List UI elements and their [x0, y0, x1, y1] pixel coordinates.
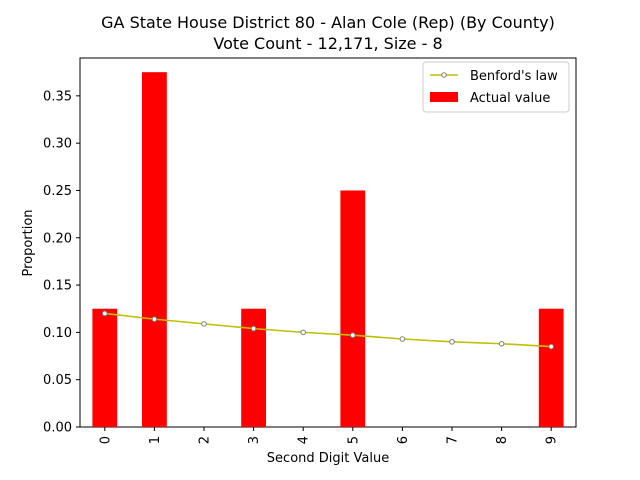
legend-box: [422, 61, 570, 113]
benford-point-4: [300, 329, 307, 336]
chart-title-line2: Vote Count - 12,171, Size - 8: [213, 34, 442, 53]
y-tick-label: 0.10: [43, 326, 72, 341]
legend-entry-actual: Actual value: [470, 91, 550, 106]
y-tick-label: 0.20: [43, 231, 72, 246]
x-tick-label: 5: [346, 436, 361, 444]
x-tick-label: 2: [198, 436, 213, 444]
y-tick-label: 0.00: [43, 421, 72, 436]
x-tick-label: 8: [495, 436, 510, 444]
y-tick-label: 0.05: [43, 373, 72, 388]
y-axis: 0.00 0.05 0.10 0.15 0.20 0.25 0.30 0.35: [43, 89, 80, 436]
x-tick-label: 9: [545, 436, 560, 444]
benford-line-series: [102, 310, 555, 350]
benford-point-3: [250, 325, 257, 332]
y-axis-label: Proportion: [21, 209, 36, 276]
benford-point-2: [201, 321, 207, 327]
bar-digit-5: [340, 190, 366, 427]
y-tick-label: 0.30: [43, 137, 72, 152]
x-tick-label: 6: [396, 436, 411, 444]
x-tick-label: 1: [148, 436, 163, 444]
benford-point-8: [498, 340, 505, 347]
plot-frame: [79, 57, 577, 428]
x-tick-label: 4: [297, 436, 312, 444]
legend: Benford's law Actual value: [422, 61, 570, 113]
benford-point-1: [151, 316, 158, 322]
benford-point-5: [350, 332, 356, 339]
bar-digit-0: [92, 308, 118, 427]
bar-digit-9: [538, 308, 564, 427]
benford-line-path: [104, 312, 552, 348]
benford-point-7: [449, 339, 455, 345]
legend-line-marker: [441, 72, 447, 78]
x-tick-label: 7: [446, 436, 461, 444]
y-tick-label: 0.15: [43, 279, 72, 294]
chart-title-line1: GA State House District 80 - Alan Cole (…: [101, 13, 555, 32]
benford-point-0: [102, 310, 108, 317]
x-axis-label: Second Digit Value: [267, 451, 389, 466]
benford-point-6: [399, 336, 406, 342]
x-tick-label: 0: [98, 436, 113, 444]
bar-digit-1: [142, 72, 167, 427]
legend-entry-benford: Benford's law: [470, 69, 558, 84]
benford-point-9: [548, 343, 555, 350]
legend-bar-swatch: [430, 92, 458, 102]
y-tick-label: 0.25: [43, 184, 72, 199]
plot-area: [79, 57, 577, 428]
y-tick-label: 0.35: [43, 89, 72, 104]
x-tick-label: 3: [247, 436, 262, 444]
x-axis: 0 1 2 3 4 5 6 7 8 9: [98, 427, 560, 444]
